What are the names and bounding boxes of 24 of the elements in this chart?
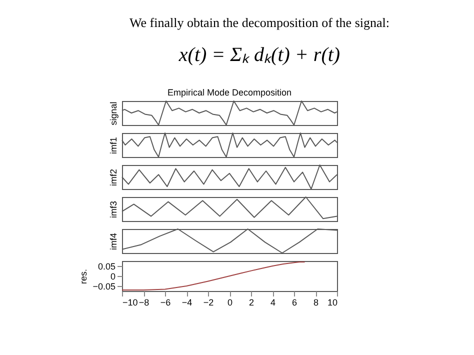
x-tick-label: −4 bbox=[182, 298, 192, 308]
y-axis-title: imf1 bbox=[108, 136, 118, 154]
y-axis-title: signal bbox=[108, 102, 118, 126]
y-tick-label: −0.05 bbox=[92, 282, 116, 292]
x-tick-label: 2 bbox=[248, 298, 254, 308]
x-tick-label: 4 bbox=[270, 298, 276, 308]
y-axis-title: imf3 bbox=[108, 200, 118, 218]
x-tick-label: −6 bbox=[160, 298, 171, 308]
line-series bbox=[122, 262, 306, 290]
text: x(t) = Σₖ dₖ(t) + r(t) bbox=[178, 44, 340, 66]
y-tick-label: 0.05 bbox=[98, 262, 116, 272]
y-axis-title: res. bbox=[78, 268, 89, 284]
x-tick-label: −8 bbox=[138, 298, 150, 308]
y-axis-title: imf4 bbox=[108, 232, 118, 250]
y-axis-title: imf2 bbox=[108, 168, 118, 186]
text: We finally obtain the decomposition of the signal: bbox=[130, 15, 390, 30]
x-tick-label: 10 bbox=[327, 298, 338, 308]
x-tick-label: −2 bbox=[203, 298, 214, 308]
x-tick-label: 8 bbox=[313, 298, 319, 308]
y-tick-label: 0 bbox=[110, 272, 116, 282]
chart-title: Empirical Mode Decomposition bbox=[167, 88, 292, 98]
x-tick-label: −10 bbox=[122, 298, 138, 308]
x-tick-label: 0 bbox=[227, 298, 233, 308]
x-tick-label: 6 bbox=[292, 298, 298, 308]
